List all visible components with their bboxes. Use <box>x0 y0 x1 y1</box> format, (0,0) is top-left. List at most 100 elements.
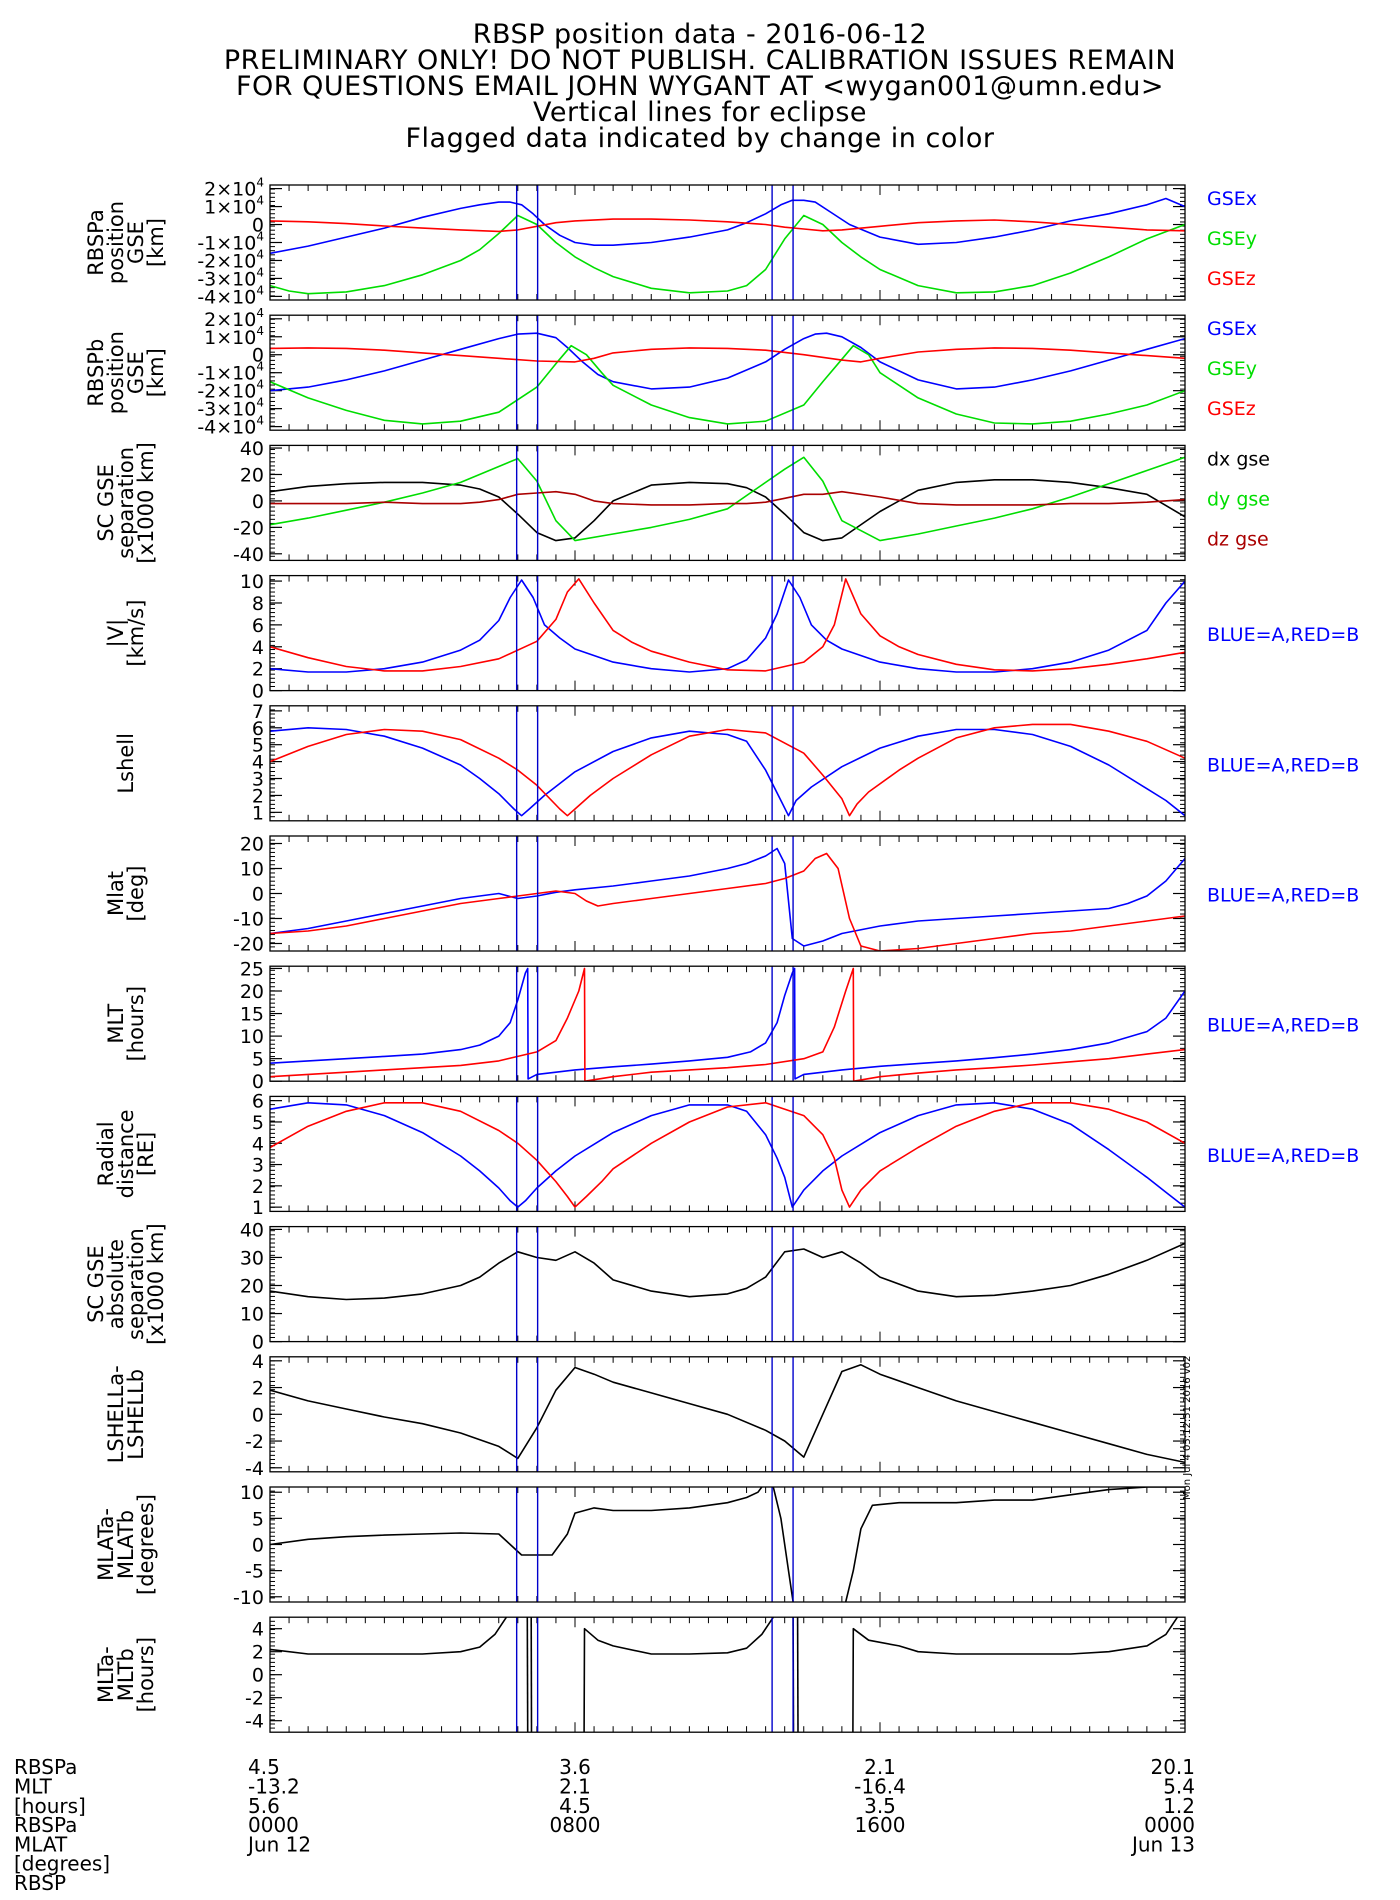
series-line-B <box>270 578 1185 672</box>
y-axis-label-line: position <box>104 201 128 284</box>
bottom-column-value: 4.5 <box>248 1755 280 1779</box>
plot-frame <box>269 184 1186 301</box>
panel-mlat: 20 10 0 -10 -20 Mlat[deg] BLUE=A,RED=B <box>104 834 1359 956</box>
y-tick-label: 10 <box>240 571 264 593</box>
y-tick-label: 6 <box>252 1091 264 1113</box>
y-axis-label-line: [x1000 km] <box>134 442 158 564</box>
y-axis-label-line: [hours] <box>124 986 148 1061</box>
y-tick-label: 4 <box>252 752 264 774</box>
series-group <box>270 1487 1185 1602</box>
y-tick-label: -3×104 <box>197 396 264 421</box>
legend-entry: BLUE=A,RED=B <box>1207 1145 1359 1167</box>
bottom-column-value: -16.4 <box>854 1775 906 1799</box>
bottom-column-value: 3.5 <box>864 1794 896 1818</box>
series-line-diff-seg2 <box>772 1487 794 1602</box>
y-tick-label: 5 <box>252 1112 264 1134</box>
y-tick-label: 20 <box>240 981 264 1003</box>
y-tick-label: 10 <box>240 1026 264 1048</box>
y-tick-label: -4 <box>245 1458 264 1480</box>
legend-entry: GSEx <box>1207 318 1257 340</box>
y-tick-label: 15 <box>240 1004 264 1026</box>
y-tick-label: 5 <box>252 735 264 757</box>
bottom-column-value: -13.2 <box>248 1775 300 1799</box>
contact-line: FOR QUESTIONS EMAIL JOHN WYGANT AT <wyga… <box>235 71 1165 102</box>
y-axis-label-line: distance <box>114 1109 138 1198</box>
series-line-GSEz <box>270 347 1185 363</box>
y-tick-label: 4 <box>252 1351 264 1373</box>
plot-frame <box>269 1225 1186 1343</box>
y-tick-label: -5 <box>245 1561 264 1583</box>
y-tick-label: -1×104 <box>197 230 264 255</box>
y-tick-label: 1×104 <box>204 324 264 349</box>
series-line-diff-seg4 <box>583 1617 774 1733</box>
plot-frame <box>269 1356 1186 1473</box>
series-line-A <box>270 967 1185 1080</box>
y-tick-label: 40 <box>240 438 264 460</box>
y-tick-label: 2 <box>252 1642 264 1664</box>
series-group <box>270 456 1185 542</box>
plot-frame <box>269 1095 1186 1213</box>
bottom-column-value: 2.1 <box>559 1775 591 1799</box>
y-tick-label: 0 <box>252 345 264 367</box>
y-axis-label-line: [RE] <box>134 1132 158 1176</box>
y-tick-label: 2 <box>252 659 264 681</box>
panel-lshell-diff: 4 2 0 -2 -4 LSHELLa-LSHELLb <box>104 1351 1186 1480</box>
y-tick-label: -2 <box>245 1431 264 1453</box>
y-axis-label-line: Lshell <box>114 733 138 794</box>
series-line-diff-seg1 <box>270 1487 763 1556</box>
series-line-GSEx <box>270 197 1185 255</box>
y-axis-label-line: MLTb <box>114 1648 138 1701</box>
bottom-column-value: 3.6 <box>559 1755 591 1779</box>
y-axis-label-line: RBSPb <box>84 339 108 407</box>
y-tick-label: 10 <box>240 1482 264 1504</box>
series-line-diff-seg7 <box>852 1617 1179 1733</box>
y-tick-label: 0 <box>252 1332 264 1354</box>
series-line-A <box>270 726 1185 817</box>
y-tick-label: -2×104 <box>197 247 264 272</box>
flag-note: Flagged data indicated by change in colo… <box>405 123 995 154</box>
series-group <box>270 1102 1185 1208</box>
series-line-diff-seg3 <box>844 1487 1185 1602</box>
y-tick-label: 10 <box>240 859 264 881</box>
panel-sc-gse-abs-sep: 40 30 20 10 0 SC GSEabsoluteseparation[x1000 … <box>84 1219 1186 1354</box>
y-axis-label-line: MLATb <box>114 1510 138 1579</box>
y-tick-label: 4 <box>252 637 264 659</box>
y-axis-label-line: MLATa- <box>94 1508 118 1581</box>
y-axis-label-line: SC GSE <box>94 464 118 542</box>
y-axis-label-line: [km] <box>144 218 168 267</box>
y-tick-label: 2×104 <box>204 306 264 331</box>
bottom-column-value: 1.2 <box>1163 1794 1195 1818</box>
y-axis-label: RBSPapositionGSE[km] <box>84 201 168 284</box>
legend-entry: dy gse <box>1207 488 1270 510</box>
series-line-B <box>270 723 1185 817</box>
legend-entry: GSEx <box>1207 188 1257 210</box>
plot-frame <box>269 574 1186 692</box>
series-line-B <box>270 1102 1185 1208</box>
y-tick-label: 1 <box>252 1197 264 1219</box>
y-tick-label: -3×104 <box>197 265 264 290</box>
bottom-column-value: 2.1 <box>864 1755 896 1779</box>
bottom-column-value: 4.5 <box>559 1794 591 1818</box>
y-axis-label-line: LSHELLb <box>124 1369 148 1460</box>
y-axis-label: MLT[hours] <box>104 986 148 1061</box>
series-line-separation <box>270 1242 1185 1301</box>
y-axis-label: Mlat[deg] <box>104 866 148 922</box>
legend-entry: dz gse <box>1207 528 1269 550</box>
y-tick-label: 6 <box>252 615 264 637</box>
y-tick-label: -20 <box>233 517 264 539</box>
warning-line: PRELIMINARY ONLY! DO NOT PUBLISH. CALIBR… <box>223 45 1177 76</box>
bottom-column-value: 0800 <box>550 1813 601 1837</box>
y-axis-label-line: [degrees] <box>134 1494 158 1595</box>
y-tick-label: 3 <box>252 769 264 791</box>
plot-frame <box>269 705 1186 822</box>
y-tick-label: -1×104 <box>197 360 264 385</box>
y-axis-label-line: separation <box>114 447 138 559</box>
series-line-GSEz <box>270 218 1185 233</box>
y-tick-label: 3 <box>252 1155 264 1177</box>
series-line-GSEx <box>270 332 1185 392</box>
chart-title: RBSP position data - 2016-06-12 <box>472 19 928 50</box>
y-axis-label-line: absolute <box>104 1239 128 1329</box>
series-group <box>270 1242 1185 1301</box>
bottom-column-value: 1600 <box>855 1813 906 1837</box>
